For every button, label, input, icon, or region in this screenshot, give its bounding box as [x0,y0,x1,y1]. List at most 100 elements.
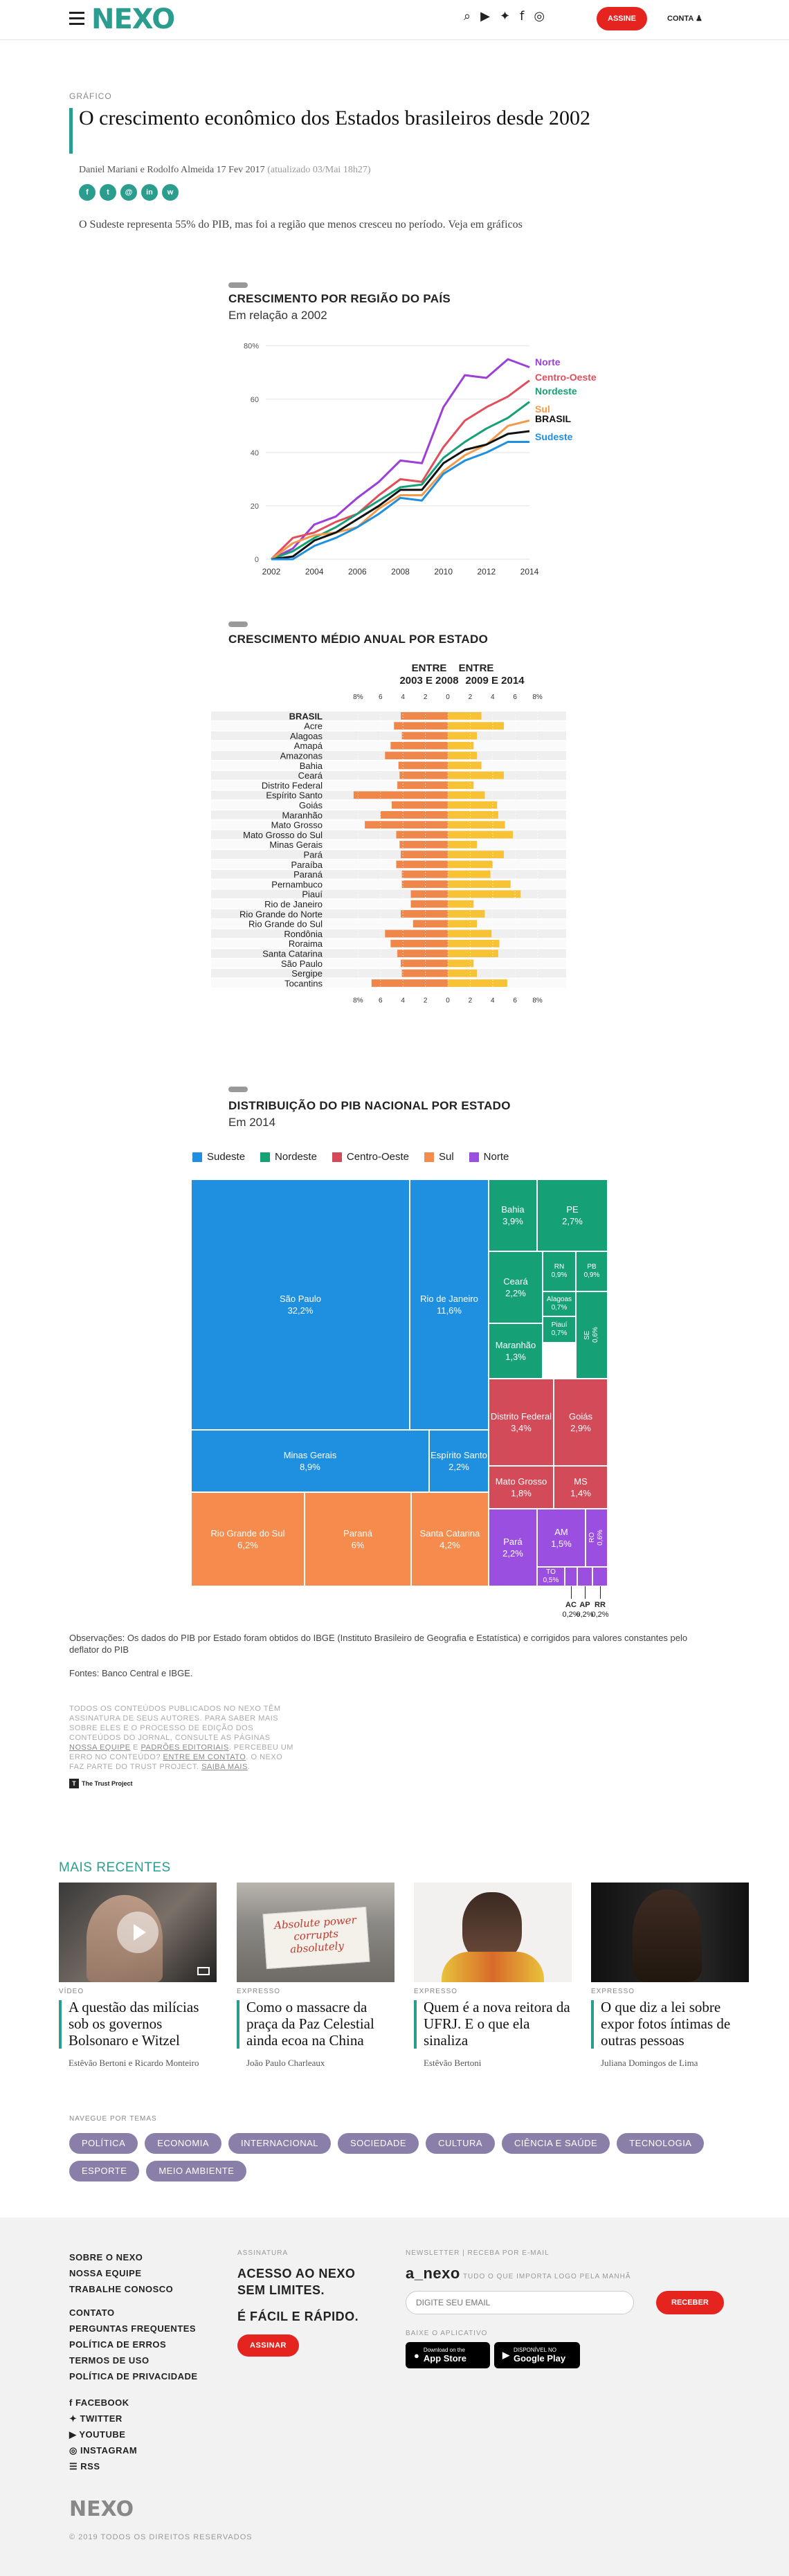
tag-cultura[interactable]: CULTURA [426,2133,496,2154]
recent-card-image[interactable]: Absolute power corrupts absolutely [237,1883,394,1982]
instagram-icon[interactable]: ◎ [534,9,545,24]
treemap-cell-são-paulo[interactable]: São Paulo 32,2% [191,1179,410,1430]
tag-meio-ambiente[interactable]: MEIO AMBIENTE [146,2161,247,2182]
tag-internacional[interactable]: INTERNACIONAL [228,2133,332,2154]
editorial-standards-link[interactable]: PADRÕES EDITORIAIS [140,1743,229,1752]
account-link[interactable]: CONTA ♟ [667,14,702,23]
recent-card-headline[interactable]: A questão das milícias sob os governos B… [69,1999,199,2049]
treemap-cell-goiás[interactable]: Goiás 2,9% [554,1379,608,1466]
treemap-cell-piauí[interactable]: Piauí 0,7% [543,1316,576,1343]
tag-ciencia-saude[interactable]: CIÊNCIA E SAÚDE [502,2133,610,2154]
contact-link[interactable]: ENTRE EM CONTATO [163,1753,246,1761]
recent-card[interactable]: Absolute power corrupts absolutely EXPRE… [237,1883,394,2068]
treemap-cell-ap[interactable] [577,1567,592,1586]
footer-link[interactable]: POLÍTICA DE ERROS [69,2339,167,2350]
email-share-icon[interactable]: @ [120,184,137,201]
footer-logo[interactable]: NEXO [69,2497,134,2521]
treemap-cell-rr[interactable] [592,1567,608,1586]
treemap-cell-bahia[interactable]: Bahia 3,9% [489,1179,537,1251]
category-label: BRASIL [289,711,323,721]
treemap-cell-am[interactable]: AM 1,5% [537,1509,586,1567]
linkedin-share-icon[interactable]: in [141,184,158,201]
team-link[interactable]: NOSSA EQUIPE [69,1743,131,1752]
treemap-cell-minas-gerais[interactable]: Minas Gerais 8,9% [191,1430,429,1492]
facebook-icon[interactable]: f [520,9,525,24]
footer-link[interactable]: TERMOS DE USO [69,2355,149,2366]
footer-link[interactable]: POLÍTICA DE PRIVACIDADE [69,2371,198,2382]
treemap-cell-ac[interactable] [565,1567,577,1586]
site-logo[interactable]: NEXO [91,3,175,35]
recent-card-image[interactable] [591,1883,749,1982]
treemap-value: 2,9% [570,1423,591,1433]
footer-link[interactable]: NOSSA EQUIPE [69,2268,142,2278]
treemap-cell-espírito-santo[interactable]: Espírito Santo 2,2% [429,1430,489,1492]
twitter-icon[interactable]: ✦ [499,9,511,24]
treemap-cell-santa-catarina[interactable]: Santa Catarina 4,2% [411,1492,489,1586]
footer-subscribe-button[interactable]: ASSINAR [237,2334,300,2357]
treemap-cell-rio-de-janeiro[interactable]: Rio de Janeiro 11,6% [410,1179,489,1430]
newsletter-email-input[interactable] [406,2291,634,2314]
recent-card[interactable]: EXPRESSO O que diz a lei sobre expor fot… [591,1883,749,2068]
recent-card[interactable]: VÍDEO A questão das milícias sob os gove… [59,1883,217,2068]
treemap-cell-ceará[interactable]: Ceará 2,2% [489,1251,543,1323]
recent-card-headline[interactable]: Como o massacre da praça da Paz Celestia… [246,1999,374,2049]
treemap-cell-distrito-federal[interactable]: Distrito Federal 3,4% [489,1379,554,1466]
treemap-cell-ro[interactable]: RO 0,6% [586,1509,608,1567]
search-icon[interactable]: ⌕ [464,9,471,24]
treemap-cell-pe[interactable]: PE 2,7% [537,1179,608,1251]
rss-link[interactable]: ☰ RSS [69,2458,137,2474]
facebook-share-icon[interactable]: f [79,184,96,201]
app-store-button[interactable]: ● Download on the App Store [406,2342,490,2368]
tag-economia[interactable]: ECONOMIA [145,2133,222,2154]
footer-link[interactable]: TRABALHE CONOSCO [69,2284,174,2294]
recent-card-category: VÍDEO [59,1988,84,1995]
twitter-link[interactable]: ✦ TWITTER [69,2411,137,2427]
recent-card-headline[interactable]: Quem é a nova reitora da UFRJ. E o que e… [424,1999,570,2049]
recent-card-headline[interactable]: O que diz a lei sobre expor fotos íntima… [601,1999,731,2049]
video-icon [197,1967,210,1975]
youtube-link[interactable]: ▶ YOUTUBE [69,2427,137,2442]
treemap-cell-pb[interactable]: PB 0,9% [576,1251,608,1291]
treemap-cell-se[interactable]: SE 0,6% [576,1291,608,1379]
treemap-cell-rio-grande-do-sul[interactable]: Rio Grande do Sul 6,2% [191,1492,305,1586]
treemap-value: 6,2% [237,1540,258,1550]
twitter-share-icon[interactable]: t [100,184,116,201]
treemap-outside-label: AC 0,2% [557,1600,585,1620]
newsletter-label: NEWSLETTER | RECEBA POR E-MAIL [406,2249,550,2257]
google-play-button[interactable]: ▶ DISPONÍVEL NO Google Play [494,2342,580,2368]
treemap-cell-rn[interactable]: RN 0,9% [543,1251,576,1291]
treemap-cell-paraná[interactable]: Paraná 6% [305,1492,411,1586]
tag-esporte[interactable]: ESPORTE [69,2161,140,2182]
youtube-icon[interactable]: ▶ [480,9,490,24]
treemap-cell-pará[interactable]: Pará 2,2% [489,1509,537,1586]
trust-project-logo[interactable]: T The Trust Project [69,1779,133,1788]
footer-link[interactable]: SOBRE O NEXO [69,2252,143,2262]
whatsapp-share-icon[interactable]: w [162,184,179,201]
newsletter-submit-button[interactable]: RECEBER [656,2291,724,2314]
tag-sociedade[interactable]: SOCIEDADE [338,2133,419,2154]
footer-link[interactable]: CONTATO [69,2307,115,2318]
treemap-cell-alagoas[interactable]: Alagoas 0,7% [543,1291,576,1316]
treemap-cell-ms[interactable]: MS 1,4% [554,1466,608,1509]
recent-card-image[interactable] [59,1883,217,1982]
play-icon[interactable] [117,1912,158,1953]
footer-link[interactable]: PERGUNTAS FREQUENTES [69,2323,197,2334]
treemap-cell-to[interactable]: TO 0,5% [537,1567,565,1586]
recent-card[interactable]: EXPRESSO Quem é a nova reitora da UFRJ. … [414,1883,572,2068]
treemap-cell-maranhão[interactable]: Maranhão 1,3% [489,1323,543,1379]
tag-tecnologia[interactable]: TECNOLOGIA [617,2133,705,2154]
recent-card-image[interactable] [414,1883,572,1982]
learn-more-link[interactable]: SAIBA MAIS [201,1763,248,1771]
chart-observations: Observações: Os dados do PIB por Estado … [69,1633,688,1655]
footer-subscribe: ASSINATURA ACESSO AO NEXO SEM LIMITES. É… [237,2245,376,2357]
instagram-link[interactable]: ◎ INSTAGRAM [69,2442,137,2458]
bar-2003-2008 [397,950,448,957]
subscribe-button[interactable]: ASSINE [597,7,647,30]
bar-2009-2014 [448,752,478,759]
menu-icon[interactable] [69,12,84,27]
tag-politica[interactable]: POLÍTICA [69,2133,138,2154]
series-label: BRASIL [535,413,572,424]
facebook-link[interactable]: f FACEBOOK [69,2395,137,2411]
treemap-cell-mato-grosso[interactable]: Mato Grosso 1,8% [489,1466,554,1509]
social-label: YOUTUBE [79,2429,126,2440]
